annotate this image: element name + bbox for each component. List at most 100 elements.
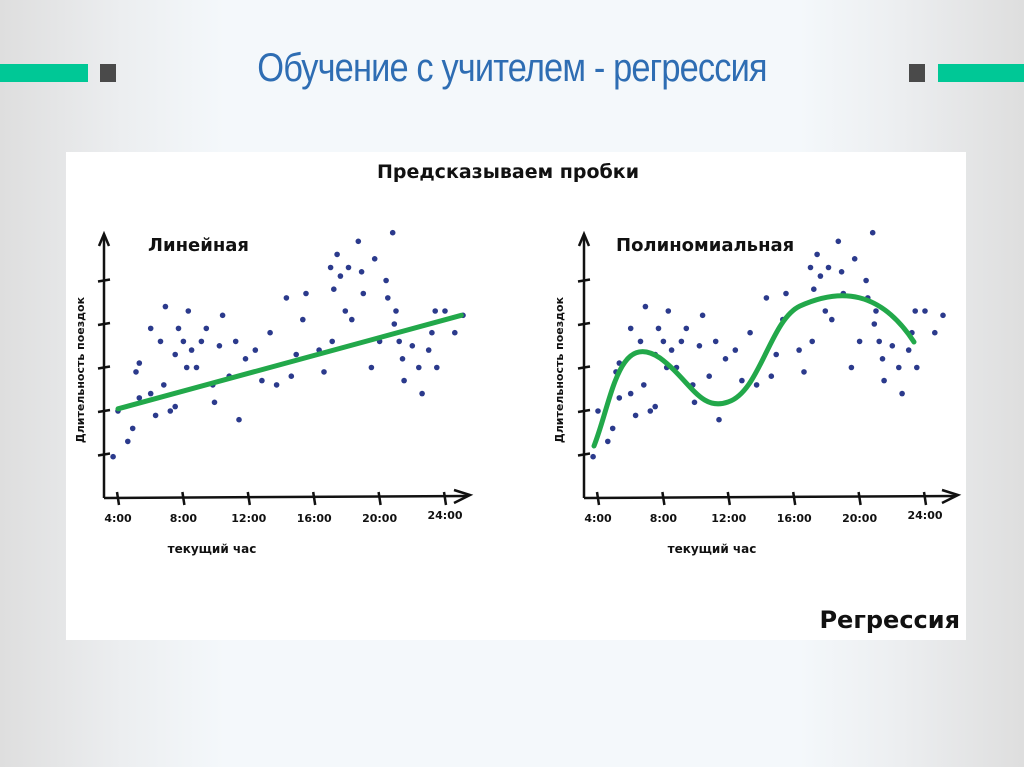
data-point: [110, 453, 116, 460]
data-point: [288, 373, 295, 380]
data-point: [152, 412, 159, 419]
data-point: [342, 308, 349, 314]
accent-bar-right: [938, 64, 1024, 82]
data-point: [136, 360, 143, 366]
data-point: [869, 229, 876, 236]
data-point: [349, 316, 355, 323]
figure-footer: Регрессия: [819, 606, 960, 634]
x-tick-label: 4:00: [104, 512, 132, 525]
data-point: [303, 290, 309, 297]
data-point: [835, 238, 842, 245]
data-point: [136, 395, 143, 401]
slide-title: Обучение с учителем - регрессия: [257, 46, 767, 90]
data-point: [609, 425, 616, 432]
axes: [577, 230, 962, 506]
data-point: [337, 273, 344, 279]
data-point: [219, 312, 226, 319]
data-point: [665, 308, 672, 314]
data-point: [647, 408, 654, 414]
data-point: [871, 321, 878, 327]
data-point: [385, 295, 391, 301]
data-point: [716, 416, 722, 423]
data-point: [668, 347, 675, 353]
data-point: [393, 308, 399, 314]
data-point: [722, 356, 729, 362]
data-point: [807, 264, 814, 271]
data-point: [425, 347, 432, 353]
data-point: [198, 338, 205, 345]
data-point: [616, 395, 623, 401]
x-tick-label: 16:00: [297, 512, 332, 525]
data-point: [641, 382, 647, 388]
data-point: [391, 321, 398, 327]
data-point: [811, 286, 817, 293]
data-point: [396, 338, 403, 345]
x-tick-label: 12:00: [711, 512, 746, 525]
x-tick-label: 24:00: [907, 509, 942, 522]
chart-title: Линейная: [148, 235, 249, 256]
data-point: [768, 373, 775, 380]
axes: [97, 230, 474, 506]
data-point: [590, 453, 596, 460]
data-point: [747, 329, 753, 336]
data-point: [851, 255, 858, 262]
data-point: [293, 351, 300, 358]
data-points: [110, 229, 466, 460]
data-point: [838, 269, 845, 275]
data-point: [242, 356, 249, 362]
data-point: [829, 316, 835, 323]
y-axis-label: Длительность поездок: [553, 296, 566, 443]
x-axis-label: текущий час: [668, 542, 757, 556]
figure-panel: Предсказываем пробки Линейная Длительнос…: [66, 152, 966, 640]
data-point: [180, 338, 187, 345]
data-point: [368, 364, 375, 371]
data-point: [801, 369, 807, 375]
x-axis-label: текущий час: [168, 542, 257, 556]
data-point: [429, 329, 435, 336]
data-point: [419, 390, 425, 397]
data-point: [147, 390, 154, 397]
data-point: [922, 308, 928, 314]
data-point: [133, 369, 139, 375]
data-point: [706, 373, 712, 380]
data-point: [172, 351, 178, 358]
data-point: [188, 347, 195, 353]
data-point: [632, 412, 639, 419]
data-point: [822, 308, 829, 314]
data-point: [167, 408, 174, 414]
data-point: [660, 338, 667, 345]
data-point: [932, 329, 938, 336]
data-point: [327, 264, 334, 271]
data-point: [848, 364, 855, 371]
data-point: [409, 343, 416, 349]
data-point: [300, 316, 306, 323]
x-tick-label: 12:00: [231, 512, 266, 525]
data-point: [216, 343, 223, 349]
data-point: [383, 277, 389, 284]
data-point: [783, 290, 789, 297]
data-point: [172, 403, 178, 410]
data-point: [334, 251, 340, 258]
data-point: [211, 399, 218, 406]
data-point: [283, 295, 290, 301]
data-point: [236, 416, 242, 423]
data-point: [345, 264, 352, 271]
data-point: [796, 347, 802, 353]
data-point: [732, 347, 739, 353]
data-point: [267, 329, 273, 336]
data-point: [371, 255, 378, 262]
x-tick-label: 24:00: [427, 509, 462, 522]
data-point: [763, 295, 770, 301]
x-tick-label: 20:00: [362, 512, 397, 525]
data-point: [825, 264, 832, 271]
data-point: [876, 338, 882, 345]
data-point: [161, 382, 167, 388]
x-tick-labels: 4:00 8:00 12:00 16:00 20:00 24:00: [584, 509, 943, 525]
data-point: [360, 290, 367, 297]
x-tick-label: 16:00: [777, 512, 812, 525]
data-point: [452, 329, 458, 336]
y-axis-label: Длительность поездок: [74, 296, 87, 443]
data-point: [863, 277, 869, 284]
data-point: [899, 390, 905, 397]
x-tick-labels: 4:00 8:00 12:00 16:00 20:00 24:00: [104, 509, 463, 525]
